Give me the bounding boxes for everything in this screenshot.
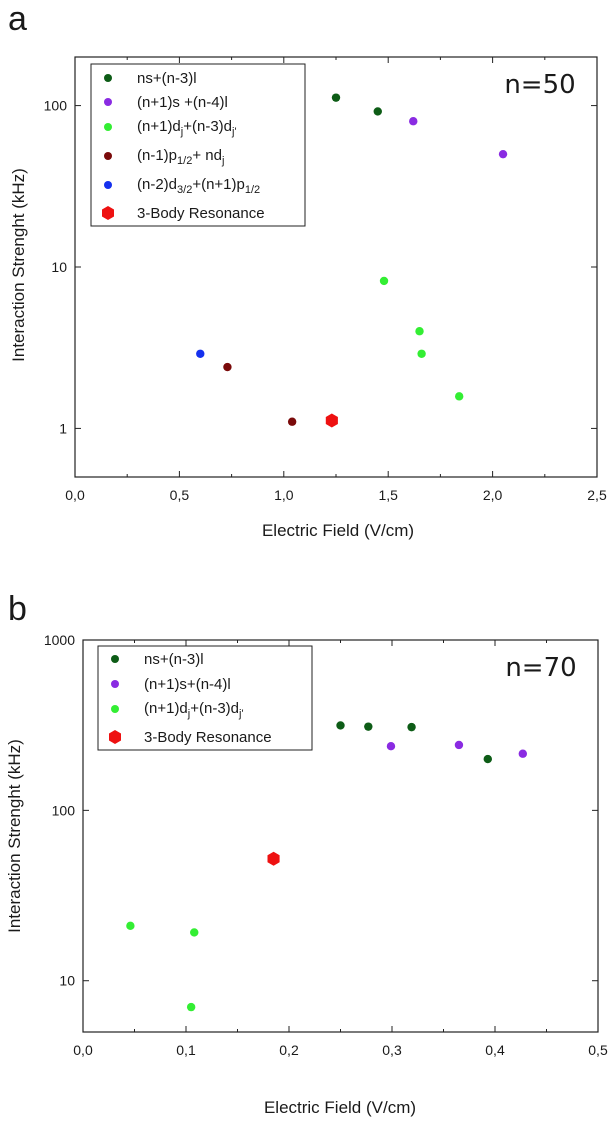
inset-label: n=70 xyxy=(505,653,576,683)
y-tick-label: 10 xyxy=(51,259,67,275)
data-point xyxy=(373,107,382,116)
legend-marker-hexagon xyxy=(109,730,121,744)
y-tick-label: 1 xyxy=(59,420,67,436)
legend-label: (n+1)dj+(n-3)dj' xyxy=(144,700,244,720)
data-point xyxy=(126,921,135,931)
y-tick-label: 100 xyxy=(44,98,68,114)
x-tick-label: 2,0 xyxy=(483,487,503,503)
legend-item: ns+(n-3)l xyxy=(111,651,204,668)
x-tick-label: 0,5 xyxy=(170,487,190,503)
x-tick-label: 0,1 xyxy=(176,1042,196,1058)
legend-item: (n+1)dj+(n-3)dj' xyxy=(111,700,244,720)
legend-item: 3-Body Resonance xyxy=(102,205,265,222)
data-point xyxy=(483,754,492,764)
data-point xyxy=(186,1002,196,1012)
x-axis-title: Electric Field (V/cm) xyxy=(264,1098,416,1117)
legend-marker xyxy=(104,152,112,160)
legend-item: (n+1)s+(n-4)l xyxy=(111,676,231,693)
y-tick-label: 1000 xyxy=(44,632,75,648)
legend-label: (n+1)s+(n-4)l xyxy=(144,676,231,693)
legend-marker xyxy=(104,181,112,189)
panel-b: b 0,0 0,1 0,2 0,3 0,4 0,5 10 100 1000 n=70 Elect… xyxy=(5,590,608,1117)
x-tick-label: 0,0 xyxy=(73,1042,93,1058)
data-point xyxy=(196,349,205,358)
x-tick-label: 1,5 xyxy=(378,487,398,503)
legend: ns+(n-3)l (n+1)s+(n-4)l (n+1)dj+(n-3)dj'… xyxy=(97,645,313,751)
data-point xyxy=(331,93,341,102)
legend: ns+(n-3)l (n+1)s +(n-4)l (n+1)dj+(n-3)dj… xyxy=(90,63,306,227)
y-tick-label: 100 xyxy=(52,802,76,818)
legend-label: (n+1)dj+(n-3)dj' xyxy=(137,118,237,138)
data-point xyxy=(336,721,345,730)
resonance-marker xyxy=(267,851,280,866)
data-point xyxy=(287,417,297,426)
data-points xyxy=(196,93,508,428)
data-point xyxy=(417,349,426,358)
x-tick-label: 2,5 xyxy=(587,487,607,503)
legend-label: (n-1)p1/2+ ndj xyxy=(137,147,224,167)
data-point xyxy=(379,276,389,286)
legend-marker xyxy=(111,705,119,713)
x-tick-label: 0,4 xyxy=(485,1042,505,1058)
legend-item: (n+1)dj+(n-3)dj' xyxy=(104,118,237,138)
y-axis-title: Interaction Strenght (kHz) xyxy=(9,168,28,362)
data-points xyxy=(126,721,528,1012)
data-point xyxy=(190,928,199,937)
legend-item: (n+1)s +(n-4)l xyxy=(104,94,228,111)
x-tick-label: 0,3 xyxy=(382,1042,402,1058)
axis-ticks: 0,0 0,5 1,0 1,5 2,0 2,5 1 10 100 xyxy=(44,57,607,503)
data-point xyxy=(223,362,232,372)
panel-letter: a xyxy=(8,0,27,38)
panel-letter: b xyxy=(8,590,27,628)
y-tick-label: 10 xyxy=(59,973,75,989)
data-point xyxy=(454,392,464,401)
legend-box xyxy=(97,645,313,751)
data-point xyxy=(407,722,416,732)
legend-marker xyxy=(104,98,112,106)
legend-marker-hexagon xyxy=(102,206,114,220)
axis-ticks: 0,0 0,1 0,2 0,3 0,4 0,5 10 100 1000 xyxy=(44,632,608,1058)
data-point xyxy=(386,742,396,751)
data-point xyxy=(454,740,464,750)
x-tick-label: 1,0 xyxy=(274,487,294,503)
legend-label: (n+1)s +(n-4)l xyxy=(137,94,228,111)
data-point xyxy=(364,722,373,731)
legend-label: (n-2)d3/2+(n+1)p1/2 xyxy=(137,176,260,196)
legend-box xyxy=(90,63,306,227)
x-tick-label: 0,0 xyxy=(65,487,85,503)
legend-item: (n-1)p1/2+ ndj xyxy=(104,147,224,167)
legend-item: 3-Body Resonance xyxy=(109,729,272,746)
legend-item: ns+(n-3)l xyxy=(104,70,197,87)
legend-marker xyxy=(104,74,112,82)
legend-label: 3-Body Resonance xyxy=(144,729,272,746)
data-point xyxy=(409,117,418,126)
data-point xyxy=(415,327,424,336)
legend-label: ns+(n-3)l xyxy=(144,651,204,668)
legend-item: (n-2)d3/2+(n+1)p1/2 xyxy=(104,176,260,196)
legend-marker xyxy=(111,655,119,663)
legend-marker xyxy=(111,680,119,688)
resonance-marker xyxy=(325,413,338,428)
data-point xyxy=(498,149,508,159)
legend-marker xyxy=(104,123,112,131)
legend-label: ns+(n-3)l xyxy=(137,70,197,87)
y-axis-title: Interaction Strenght (kHz) xyxy=(5,739,24,933)
x-tick-label: 0,2 xyxy=(279,1042,299,1058)
x-axis-title: Electric Field (V/cm) xyxy=(262,521,414,540)
panel-a: a 0,0 0,5 1,0 1,5 2,0 2,5 1 10 100 n=50 Electric… xyxy=(8,0,607,540)
legend-label: 3-Body Resonance xyxy=(137,205,265,222)
inset-label: n=50 xyxy=(504,70,575,100)
x-tick-label: 0,5 xyxy=(588,1042,608,1058)
data-point xyxy=(518,749,528,758)
